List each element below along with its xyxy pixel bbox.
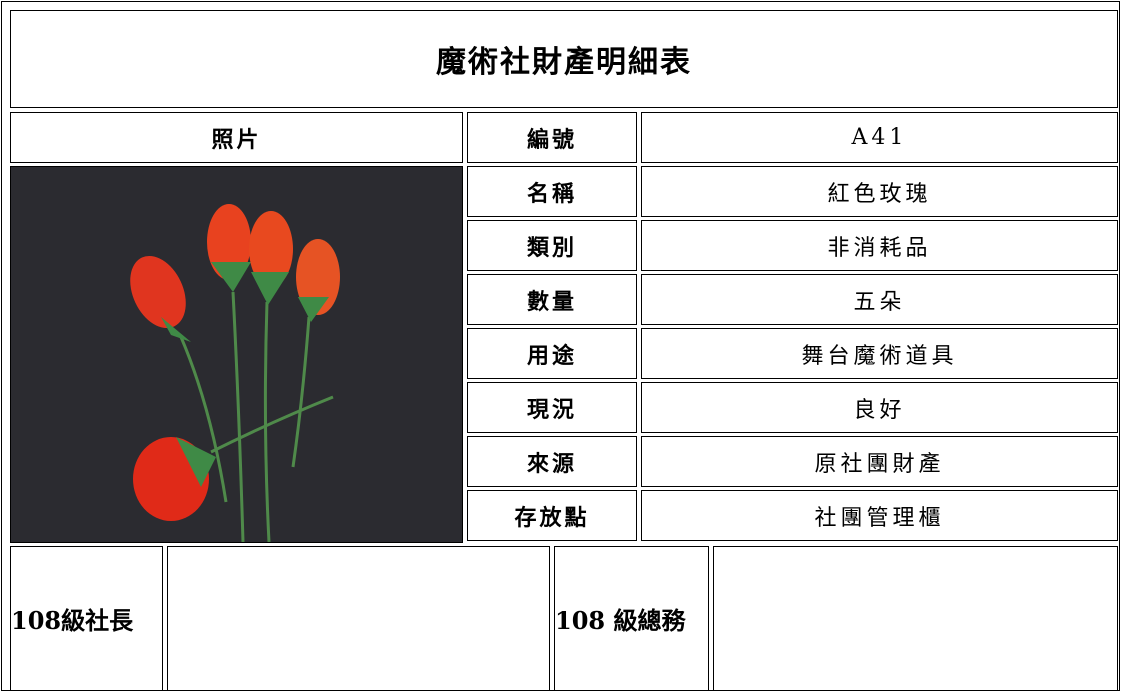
field-value: 非消耗品 — [641, 220, 1118, 271]
field-value: 紅色玫瑰 — [641, 166, 1118, 217]
field-label: 數量 — [467, 274, 637, 325]
field-label: 名稱 — [467, 166, 637, 217]
signature-label: 108 級總務 — [554, 546, 709, 691]
field-label: 用途 — [467, 328, 637, 379]
field-value: A41 — [641, 112, 1118, 163]
field-label: 存放點 — [467, 490, 637, 541]
field-value: 社團管理櫃 — [641, 490, 1118, 541]
photo-cell — [10, 166, 463, 543]
field-label: 現況 — [467, 382, 637, 433]
field-value: 五朵 — [641, 274, 1118, 325]
field-value: 良好 — [641, 382, 1118, 433]
field-label: 來源 — [467, 436, 637, 487]
field-label: 編號 — [467, 112, 637, 163]
photo — [11, 167, 462, 542]
field-label: 類別 — [467, 220, 637, 271]
signature-box — [713, 546, 1118, 691]
signature-box — [167, 546, 550, 691]
title: 魔術社財產明細表 — [10, 10, 1118, 108]
signature-label: 108級社長 — [10, 546, 163, 691]
field-value: 原社團財產 — [641, 436, 1118, 487]
field-value: 舞台魔術道具 — [641, 328, 1118, 379]
photo-header: 照片 — [10, 112, 463, 163]
